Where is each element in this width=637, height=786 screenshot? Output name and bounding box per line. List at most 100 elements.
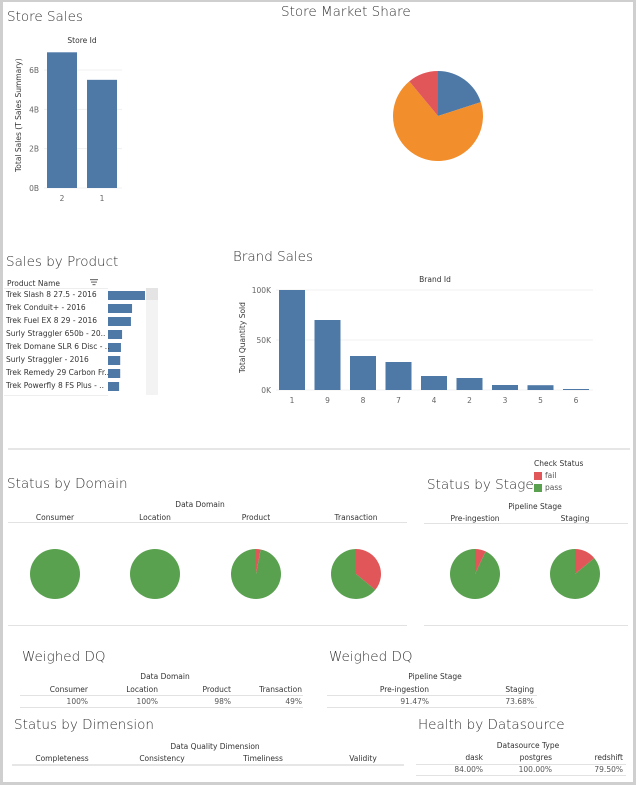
stage-staging-slice-pass [549,549,600,599]
dimension-column-consistency: Consistency [139,754,185,763]
health-footer-divider [416,775,626,776]
health-by-datasource-title: Health by Datasource [418,717,565,733]
store-sales-header: Store Id [67,36,97,45]
brand-sales-bar-1 [279,290,305,390]
pass-swatch-icon [534,484,542,492]
brand-sales-xtick: 7 [396,396,401,405]
section-divider [8,448,630,450]
domain-consumer-slice-pass [30,549,80,599]
brand-sales-xtick: 8 [361,396,366,405]
weighed-dq-stage-title: Weighed DQ [329,649,413,665]
product-row-label[interactable]: Trek Remedy 29 Carbon Fr.. [6,368,109,377]
product-row-label[interactable]: Trek Slash 8 27.5 - 2016 [6,290,97,299]
wdq-domain-header-location: Location [126,685,158,694]
market-share-slice-Store A [438,71,481,116]
wdq-stage-value-pre-ingestion: 91.47% [400,697,429,706]
brand-sales-title: Brand Sales [233,249,314,265]
domain-column-location: Location [139,513,171,522]
product-bar [108,330,123,339]
wdq-domain-header-transaction: Transaction [259,685,302,694]
product-row-label[interactable]: Surly Straggler - 2016 [6,355,89,364]
store-sales-title: Store Sales [7,9,83,25]
status-by-dimension-title: Status by Dimension [14,717,154,733]
brand-sales-ytick: 50K [257,336,273,345]
wdq-domain-header-consumer: Consumer [49,685,88,694]
store-sales-ytick: 6B [29,66,39,75]
product-scrollbar-track[interactable] [146,288,158,395]
wdq-stage-value-staging: 73.68% [505,697,534,706]
wdq-stage-header-staging: Staging [505,685,534,694]
domain-column-consumer: Consumer [35,513,75,522]
product-row-label[interactable]: Trek Conduit+ - 2016 [6,303,86,312]
store-market-share-title: Store Market Share [281,4,411,20]
sort-descending-icon[interactable] [90,278,98,286]
product-header-divider [4,288,108,289]
product-bar [108,291,145,300]
health-value-postgres: 100.00% [518,765,552,774]
store-sales-ytick: 2B [29,145,39,154]
stage-pre-ingestion-slice-pass [449,549,500,599]
product-row-label[interactable]: Trek Powerfly 8 FS Plus - .. [6,381,104,390]
product-bar [108,343,121,352]
stage-staging-slice-fail [575,549,595,574]
weighed-dq-domain-title: Weighed DQ [22,649,106,665]
domain-product-slice-pass [230,549,281,599]
wdq-domain-footer-divider [20,707,303,708]
market-share-slice-Store B [393,81,483,161]
domain-column-product: Product [241,513,271,522]
store-sales-ytick: 4B [29,105,39,114]
stage-column-staging: Staging [560,514,590,523]
brand-sales-bar-7 [385,362,412,390]
wdq-domain-header-product: Product [202,685,231,694]
wdq-stage-footer-divider [327,707,537,708]
dimension-column-completeness: Completeness [35,754,89,763]
domain-header-divider [8,522,407,523]
legend-title: Check Status [534,459,584,468]
status-by-stage-pies [449,549,600,599]
store-market-share-pie [393,71,483,161]
product-row-label[interactable]: Trek Fuel EX 8 29 - 2016 [6,316,97,325]
wdq-domain-value-transaction: 49% [285,697,302,706]
sales-by-product-bars [108,291,145,391]
health-value-redshift: 79.50% [594,765,623,774]
health-header-redshift: redshift [594,753,624,762]
domain-product-slice-fail [256,549,261,574]
status-by-domain-title: Status by Domain [7,476,128,492]
status-by-domain-pies [30,549,381,600]
product-bar [108,382,120,391]
legend-item-fail[interactable]: fail [534,471,556,480]
wdq-domain-value-product: 98% [214,697,231,706]
legend-item-pass[interactable]: pass [534,483,562,492]
health-header-divider [416,764,626,765]
stage-footer-divider [424,625,628,626]
store-sales-chart: 0B 2B 4B 6B 2 1 [29,52,122,203]
domain-location-slice-pass [130,549,180,599]
domain-transaction-slice-pass [330,549,376,600]
brand-sales-ytick: 0K [261,386,272,395]
domain-transaction-slice-fail [356,549,381,590]
brand-sales-xtick: 5 [538,396,543,405]
store-sales-ytick: 0B [29,184,39,193]
wdq-domain-value-consumer: 100% [66,697,88,706]
health-header-postgres: postgres [519,753,552,762]
brand-sales-bar-8 [350,356,376,390]
brand-sales-bar-2 [456,378,483,390]
product-row-label[interactable]: Surly Straggler 650b - 20.. [6,329,106,338]
brand-sales-xtick: 9 [325,396,330,405]
product-row-label[interactable]: Trek Domane SLR 6 Disc - .. [6,342,110,351]
product-scrollbar-thumb[interactable] [146,288,158,300]
brand-sales-xtick: 3 [503,396,508,405]
wdq-domain-value-location: 100% [136,697,158,706]
wdq-stage-header-divider [327,695,537,696]
weighed-dq-domain-header: Data Domain [140,672,190,681]
product-bar [108,317,131,326]
fail-swatch-icon [534,472,542,480]
brand-sales-bar-5 [527,385,554,390]
status-by-dimension-header: Data Quality Dimension [170,742,260,751]
store-sales-bar-1 [87,79,117,188]
stage-header-divider [424,523,628,524]
domain-footer-divider [8,625,407,626]
wdq-stage-header-pre-ingestion: Pre-ingestion [379,685,429,694]
product-bar [108,369,121,378]
